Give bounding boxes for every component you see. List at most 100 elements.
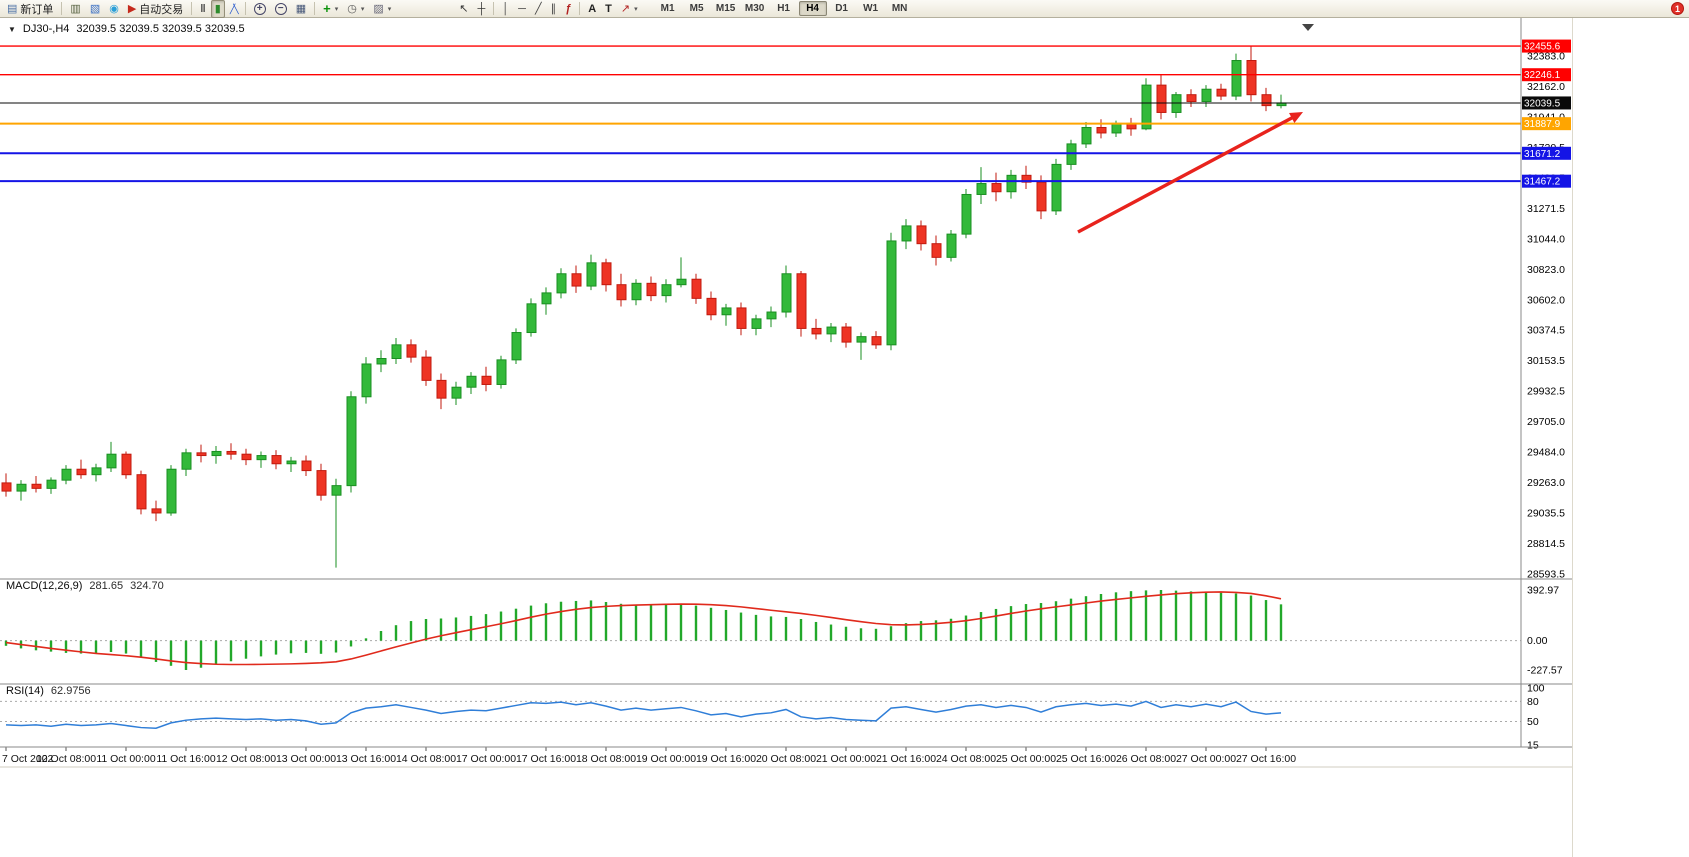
timeframe-h4-button[interactable]: H4 <box>798 1 827 16</box>
time-axis-label: 21 Oct 16:00 <box>876 753 936 765</box>
candle-body <box>931 243 942 258</box>
vertical-line-icon: │ <box>502 2 510 15</box>
timeframe-d1-button[interactable]: D1 <box>835 3 848 14</box>
channel-button[interactable]: ∥ <box>547 0 561 18</box>
candle-body <box>661 284 672 297</box>
zoom-in-icon: + <box>253 2 266 15</box>
time-axis-label: 25 Oct 16:00 <box>1056 753 1116 765</box>
price-label-box-current-price <box>1522 96 1571 110</box>
price-label-resistance-lower: 32246.1 <box>1524 70 1561 81</box>
candle-body <box>961 193 972 235</box>
new-chart-button[interactable]: ▥ <box>66 0 84 18</box>
timeframe-m15-button[interactable]: M15 <box>715 3 736 14</box>
notification-badge[interactable]: 1 <box>1671 2 1684 15</box>
profiles-button[interactable]: ▧ <box>86 0 104 18</box>
vertical-line-button[interactable]: │ <box>498 0 513 18</box>
tile-windows-button[interactable]: ▦ <box>292 0 310 18</box>
horizontal-line-button[interactable]: ─ <box>514 0 530 18</box>
time-axis-label: 7 Oct 2022 <box>2 753 54 765</box>
chart-candles-button[interactable]: ▮ <box>210 0 225 18</box>
templates-button[interactable]: ▨ ▾ <box>369 0 395 18</box>
candle-body <box>436 379 447 399</box>
candle-body <box>841 326 852 343</box>
candle-body <box>1141 84 1152 130</box>
candle-body <box>331 485 342 496</box>
text-tool-button[interactable]: A <box>584 0 600 18</box>
timeframe-w1-button[interactable]: W1 <box>863 3 879 14</box>
autotrading-button[interactable]: ▶ 自动交易 <box>124 0 187 18</box>
text-label-button[interactable]: T <box>601 0 616 18</box>
price-label-box-support-lower <box>1522 174 1571 188</box>
macd-name: MACD(12,26,9) <box>6 580 83 592</box>
crosshair-button[interactable]: ┼ <box>473 0 489 18</box>
community-button[interactable]: ◉ <box>105 0 123 18</box>
macd-signal-line <box>5 591 1282 666</box>
price-scale-label: 29705.0 <box>1527 416 1565 428</box>
new-order-button[interactable]: ▤ 新订单 <box>3 0 57 18</box>
chart-header: ▼ DJ30-,H4 32039.5 32039.5 32039.5 32039… <box>8 23 245 35</box>
price-scale-label: 29932.5 <box>1527 386 1565 398</box>
clock-icon: ◷ <box>347 2 357 15</box>
timeframe-h1-button[interactable]: H1 <box>777 3 790 14</box>
candle-body <box>946 233 957 258</box>
time-axis-label: 19 Oct 16:00 <box>696 753 756 765</box>
profiles-icon: ▧ <box>89 2 101 15</box>
candle-body <box>511 332 522 361</box>
candle-body <box>991 183 1002 193</box>
price-scale-label: 30602.0 <box>1527 294 1565 306</box>
time-axis-label: 27 Oct 00:00 <box>1176 753 1236 765</box>
candle-body <box>136 474 147 510</box>
crosshair-icon: ┼ <box>477 2 486 15</box>
time-axis-label: 17 Oct 16:00 <box>516 753 576 765</box>
periods-button[interactable]: ◷ ▾ <box>343 0 368 18</box>
text-tool-icon: A <box>588 2 597 15</box>
trendline-button[interactable]: ╱ <box>531 0 546 18</box>
macd-scale-label: 0.00 <box>1527 635 1548 647</box>
candle-body <box>601 262 612 286</box>
candle-body <box>271 455 282 465</box>
chart-bars-button[interactable]: ‖ <box>196 0 209 18</box>
candle-body <box>346 396 357 487</box>
candle-body <box>736 307 747 329</box>
timeframe-mn-button[interactable]: MN <box>891 3 908 14</box>
chart-shift-marker[interactable] <box>1302 24 1314 31</box>
time-axis-label: 11 Oct 00:00 <box>96 753 156 765</box>
candle-body <box>241 453 252 461</box>
chart-window[interactable]: 32383.032162.031941.031720.531499.531271… <box>0 18 1572 768</box>
zoom-in-button[interactable]: + <box>250 0 270 18</box>
time-axis-label: 13 Oct 16:00 <box>336 753 396 765</box>
candle-body <box>376 358 387 365</box>
rsi-scale-label: 100 <box>1527 683 1545 695</box>
toolbar-separator <box>579 2 581 15</box>
fibonacci-button[interactable]: ƒ <box>561 0 575 18</box>
zoom-out-button[interactable]: − <box>271 0 291 18</box>
candle-body <box>91 467 102 476</box>
timeframe-m5-button[interactable]: M5 <box>689 3 704 14</box>
candle-body <box>676 278 687 286</box>
rsi-scale-label: 80 <box>1527 696 1539 708</box>
channel-icon: ∥ <box>550 2 557 15</box>
chevron-down-icon: ▾ <box>634 5 638 13</box>
trend-arrow-head[interactable] <box>1289 112 1303 124</box>
indicators-button[interactable]: + ▾ <box>319 0 342 18</box>
candle-body <box>76 468 87 476</box>
candle-body <box>451 386 462 399</box>
price-scale-label: 30374.5 <box>1527 325 1565 337</box>
chevron-down-icon: ▾ <box>387 5 392 13</box>
trend-arrow[interactable] <box>1077 114 1297 234</box>
one-click-trading-toggle[interactable]: ▼ <box>8 24 16 34</box>
timeframe-m30-button[interactable]: M30 <box>744 3 765 14</box>
price-scale-label: 32162.0 <box>1527 81 1565 93</box>
candle-body <box>1 482 12 492</box>
chart-line-button[interactable]: ╱╲ <box>226 0 241 18</box>
price-label-box-pivot-orange <box>1522 117 1571 131</box>
arrows-button[interactable]: ↗ ▾ <box>617 0 642 18</box>
rsi-indicator-label: RSI(14) 62.9756 <box>6 685 91 697</box>
cursor-button[interactable]: ↖ <box>455 0 472 18</box>
candle-body <box>721 307 732 316</box>
candle-body <box>1096 126 1107 134</box>
timeframe-m1-button[interactable]: M1 <box>660 3 675 14</box>
chart-canvas[interactable]: 32383.032162.031941.031720.531499.531271… <box>0 18 1572 768</box>
price-scale-label: 31271.5 <box>1527 203 1565 215</box>
candle-body <box>1246 60 1257 96</box>
